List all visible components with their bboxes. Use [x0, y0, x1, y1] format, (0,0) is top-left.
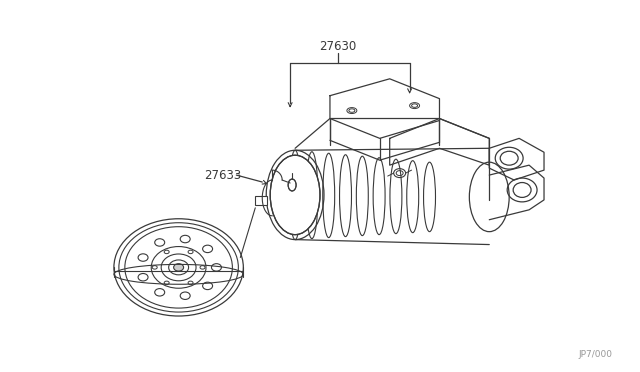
Ellipse shape: [270, 155, 320, 235]
Bar: [255, 196, 268, 205]
Ellipse shape: [288, 179, 296, 191]
Text: 27630: 27630: [319, 39, 356, 52]
Text: JP7/000: JP7/000: [579, 350, 612, 359]
Ellipse shape: [173, 264, 184, 271]
Text: 27633: 27633: [204, 169, 241, 182]
